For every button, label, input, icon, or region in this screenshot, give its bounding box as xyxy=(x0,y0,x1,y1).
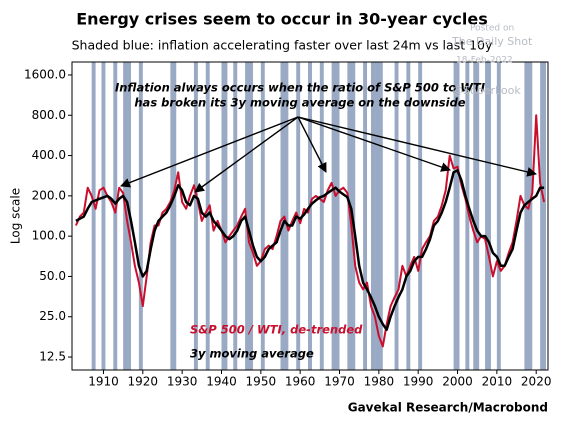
x-tick-label: 1940 xyxy=(206,375,237,389)
shaded-band xyxy=(233,62,238,370)
y-tick-label: 100.0 xyxy=(32,229,66,243)
x-tick-label: 1970 xyxy=(324,375,355,389)
watermark: Posted on The Daily Shot 18-Feb-2022 @So… xyxy=(451,24,533,98)
shaded-band xyxy=(363,62,368,370)
series-line xyxy=(75,169,545,331)
x-tick-label: 1930 xyxy=(167,375,198,389)
shaded-band xyxy=(101,62,106,370)
shaded-band xyxy=(193,62,198,370)
x-tick-label: 1920 xyxy=(128,375,159,389)
watermark-text: @SoberLook xyxy=(452,84,521,97)
arrow xyxy=(297,116,451,172)
arrow xyxy=(297,116,537,177)
arrow xyxy=(120,116,299,188)
shaded-band xyxy=(138,62,143,370)
shaded-band xyxy=(113,62,118,370)
x-tick-label: 2000 xyxy=(442,375,473,389)
y-tick-label: 12.5 xyxy=(39,350,66,364)
shaded-band xyxy=(91,62,96,370)
shaded-band xyxy=(245,62,253,370)
shaded-band xyxy=(319,62,324,370)
plot-area: 12.5 25.0 50.0 100.0 200.0 400.0 800.0 1600.0 19… xyxy=(24,61,552,389)
chart-subtitle: Shaded blue: inflation accelerating fast… xyxy=(72,38,493,53)
annotation: has broken its 3y moving average on the … xyxy=(134,96,465,110)
watermark-text: 18-Feb-2022 xyxy=(456,56,513,66)
x-tick-label: 2020 xyxy=(521,375,552,389)
watermark-text: Posted on xyxy=(470,24,514,34)
shaded-band xyxy=(496,62,501,370)
y-tick-label: 50.0 xyxy=(39,269,66,283)
shaded-band xyxy=(331,62,340,370)
plot-frame xyxy=(71,61,549,371)
arrow xyxy=(194,116,299,193)
shaded-band xyxy=(260,62,265,370)
shaded-band xyxy=(394,62,399,370)
source: Gavekal Research/Macrobond xyxy=(348,401,548,415)
x-tick-label: 1950 xyxy=(246,375,277,389)
x-tick-label: 1910 xyxy=(88,375,119,389)
x-tick-label: 1960 xyxy=(285,375,316,389)
arrow xyxy=(297,116,327,173)
annotation: Inflation always occurs when the ratio o… xyxy=(115,81,486,95)
y-tick-label: 25.0 xyxy=(39,309,66,323)
arrows xyxy=(120,116,537,193)
shaded-band xyxy=(308,62,312,370)
y-tick-label: 800.0 xyxy=(32,108,66,122)
shaded-band xyxy=(465,62,470,370)
shaded-band xyxy=(418,62,423,370)
shaded-band xyxy=(540,62,547,370)
watermark-text: The Daily Shot xyxy=(451,35,533,48)
y-tick-label: 1600.0 xyxy=(24,67,66,81)
y-axis-label: Log scale xyxy=(9,188,23,244)
legend-label: S&P 500 / WTI, de-trended xyxy=(190,323,363,337)
x-tick-label: 1990 xyxy=(403,375,434,389)
shaded-band xyxy=(485,62,491,370)
x-tick-label: 2010 xyxy=(482,375,513,389)
y-tick-label: 400.0 xyxy=(32,148,66,162)
chart-title: Energy crises seem to occur in 30-year c… xyxy=(76,10,487,29)
shaded-band xyxy=(524,62,533,370)
shaded-band xyxy=(453,62,460,370)
shaded-band xyxy=(406,62,411,370)
y-tick-label: 200.0 xyxy=(32,188,66,202)
shaded-band xyxy=(370,62,383,370)
shaded-band xyxy=(221,62,228,370)
x-tick-label: 1980 xyxy=(364,375,395,389)
shaded-band xyxy=(473,62,480,370)
overlay: Inflation always occurs when the ratio o… xyxy=(115,24,537,361)
legend-label: 3y moving average xyxy=(190,347,314,361)
shaded-band xyxy=(170,62,177,370)
